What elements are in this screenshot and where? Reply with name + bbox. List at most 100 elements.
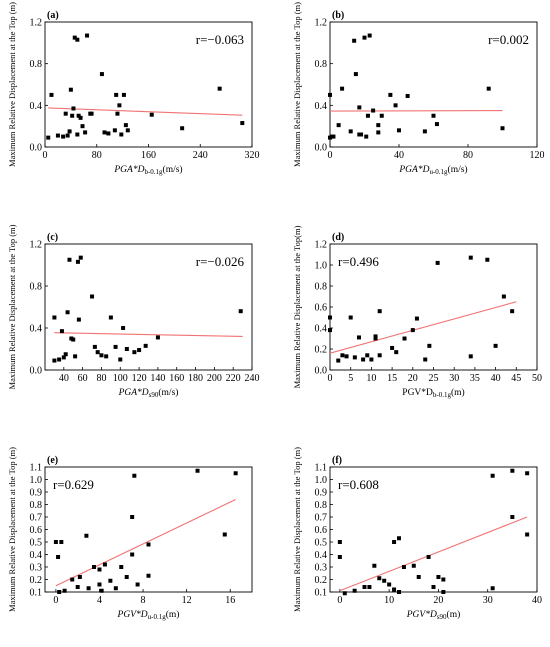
data-point	[143, 343, 148, 348]
y-tick-label: 0.8	[30, 500, 43, 511]
data-point	[352, 588, 357, 593]
y-tick-label: 0.8	[315, 59, 328, 70]
data-point	[373, 334, 378, 339]
data-point	[117, 103, 122, 108]
y-tick-label: 0.2	[315, 575, 328, 586]
chart-panel-5: 0 4 8 12 16 0.1 0.20.3 0.40.5 0.60.7 0.80.9 1.01.1…	[7, 447, 253, 621]
data-point	[359, 132, 364, 137]
data-point	[379, 113, 384, 118]
correlation-annotation: r=0.629	[53, 477, 94, 492]
x-axis-label-unit: (m/s)	[448, 164, 468, 175]
data-point	[57, 590, 62, 594]
y-tick-label: 1.0	[315, 475, 328, 486]
x-tick-label: 160	[169, 373, 184, 384]
y-tick-label: 0.4	[315, 550, 328, 561]
x-axis-label: PGV*Du-0.1g(m)	[117, 609, 180, 621]
data-point	[493, 343, 498, 348]
chart-panel-1: 0 80 160 240 320 0.0 0.4 0.8 1.2 (a) r=−0.063 Maxim…	[7, 2, 260, 176]
data-point	[99, 72, 104, 77]
y-axis-label: Maximum Relative Displacement at the Top…	[292, 2, 302, 167]
x-axis-label-unit: (m)	[166, 609, 180, 620]
y-axis-label: Maximum Relative Displacement at the Top…	[7, 2, 17, 167]
data-point	[195, 468, 200, 473]
data-point	[377, 309, 382, 314]
x-tick-label: 40	[491, 373, 501, 384]
x-tick-label: 12	[182, 595, 192, 606]
data-point	[387, 582, 392, 587]
data-point	[137, 348, 142, 353]
data-point	[59, 540, 64, 544]
y-tick-label: 0.6	[315, 303, 328, 314]
data-point	[84, 533, 89, 538]
data-point	[123, 123, 128, 128]
y-tick-label: 0.9	[315, 488, 328, 499]
data-point	[362, 35, 367, 40]
data-point	[61, 134, 66, 139]
x-axis-label: PGA*Db-0.1g(m/s)	[113, 164, 182, 176]
y-tick-label: 0.4	[30, 550, 43, 561]
data-point	[510, 468, 515, 473]
data-point	[71, 337, 76, 342]
panel-label: (d)	[332, 232, 344, 243]
x-tick-label: 120	[132, 373, 147, 384]
y-tick-label: 0.4	[315, 101, 328, 112]
x-tick-label: 45	[511, 373, 521, 384]
data-point	[426, 555, 431, 559]
x-axis-label-unit: (m)	[447, 609, 461, 620]
data-point	[180, 126, 185, 131]
x-tick-label: 40	[532, 595, 542, 606]
x-axis-label-subscript: s90	[437, 613, 447, 621]
y-tick-label: 0.5	[315, 538, 328, 549]
data-point	[328, 328, 332, 333]
y-tick-label: 1.0	[30, 475, 43, 486]
panel-label: (f)	[332, 455, 342, 466]
x-axis-label-main: PGA*D	[118, 388, 149, 398]
data-point	[377, 576, 382, 581]
panel-label: (a)	[47, 10, 59, 21]
x-tick-label: 200	[207, 373, 222, 384]
fit-line	[55, 499, 236, 587]
x-axis-label: PGV*Db-0.1g(m)	[402, 387, 464, 399]
data-point	[118, 357, 123, 362]
data-point	[222, 532, 227, 537]
data-point	[53, 540, 58, 544]
y-tick-label: 0.2	[30, 575, 43, 586]
data-point	[113, 586, 118, 591]
data-point	[525, 532, 530, 537]
y-tick-label: 0.1	[30, 588, 43, 599]
data-point	[61, 355, 66, 360]
data-point	[49, 92, 54, 97]
data-point	[431, 585, 436, 589]
data-point	[331, 134, 336, 139]
fit-line	[48, 107, 243, 116]
data-point	[376, 130, 381, 135]
x-tick-label: 120	[530, 150, 545, 161]
x-axis-label-subscript: u-0.1g	[148, 613, 167, 621]
data-point	[510, 309, 515, 314]
data-point	[393, 103, 398, 108]
data-point	[106, 131, 111, 136]
x-tick-label: 8	[141, 595, 146, 606]
x-tick-label: 0	[328, 150, 333, 161]
data-point	[59, 329, 64, 334]
data-point	[372, 563, 377, 568]
y-tick-label: 0.7	[30, 513, 43, 524]
data-point	[70, 577, 75, 582]
y-tick-label: 0.0	[315, 366, 328, 377]
data-point	[468, 354, 473, 359]
data-point	[52, 358, 57, 363]
x-tick-label: 40	[59, 373, 69, 384]
x-tick-label: 5	[348, 373, 353, 384]
x-tick-label: 80	[92, 150, 102, 161]
data-point	[392, 587, 397, 592]
data-point	[377, 353, 382, 358]
x-tick-label: 40	[394, 150, 404, 161]
y-tick-label: 0.1	[315, 588, 328, 599]
y-axis-label: Maximum Relative Displacement at the Top…	[7, 447, 17, 612]
y-tick-label: 0.3	[315, 563, 328, 574]
y-tick-label: 1.2	[315, 18, 328, 29]
x-tick-label: 160	[141, 150, 156, 161]
data-point	[115, 111, 120, 116]
data-point	[119, 132, 124, 137]
